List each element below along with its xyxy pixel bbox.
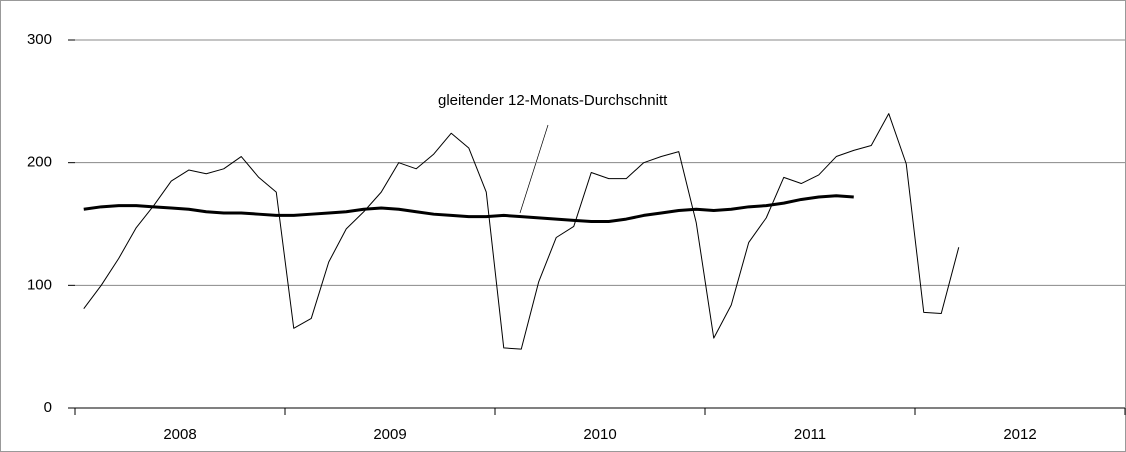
- x-tick-label: 2008: [163, 426, 196, 443]
- series-line: [83, 113, 960, 350]
- x-tick-label: 2012: [1003, 426, 1036, 443]
- x-tick-label: 2009: [373, 426, 406, 443]
- annotation-leader: [519, 124, 549, 214]
- series-line: [83, 194, 854, 224]
- annotation: gleitender 12-Monats-Durchschnitt: [438, 92, 668, 109]
- x-tick-label: 2010: [583, 426, 616, 443]
- x-tick-label: 2011: [794, 426, 826, 443]
- y-tick-label: 100: [27, 276, 52, 293]
- y-tick-label: 300: [27, 31, 52, 48]
- y-tick-label: 200: [27, 154, 52, 171]
- y-tick-label: 0: [44, 399, 52, 416]
